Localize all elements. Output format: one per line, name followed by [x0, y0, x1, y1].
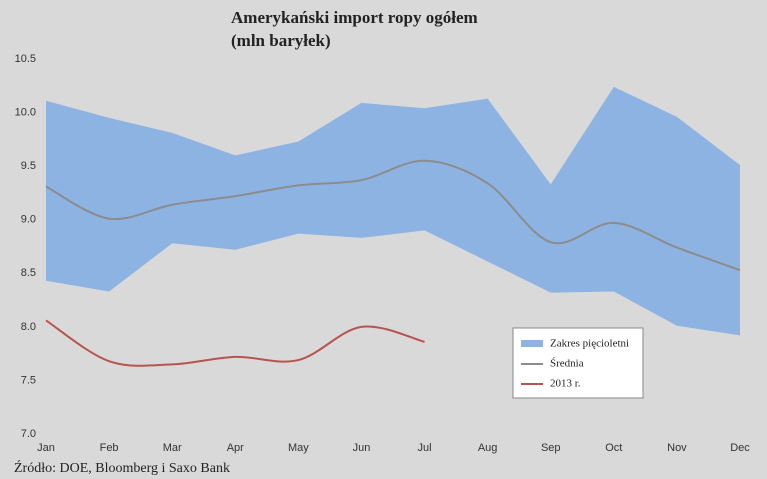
legend-swatch: [521, 340, 543, 347]
y-tick-label: 10.5: [15, 53, 36, 65]
legend-label: Zakres pięcioletni: [550, 338, 629, 350]
x-tick-label: Aug: [478, 442, 498, 454]
x-tick-label: Dec: [730, 442, 750, 454]
y-tick-label: 7.5: [21, 374, 36, 386]
x-tick-label: Sep: [541, 442, 561, 454]
x-tick-label: Jun: [353, 442, 371, 454]
y-tick-label: 7.0: [21, 428, 36, 440]
series-line: [45, 159, 741, 272]
chart-subtitle: (mln baryłek): [231, 31, 331, 50]
y-tick-label: 9.5: [21, 160, 36, 172]
legend: Zakres pięcioletni Średnia 2013 r.: [512, 327, 644, 399]
y-tick-label: 8.0: [21, 321, 36, 333]
x-tick-label: Nov: [667, 442, 687, 454]
source-note: Źródło: DOE, Bloomberg i Saxo Bank: [14, 459, 230, 476]
x-tick-label: Feb: [100, 442, 119, 454]
x-tick-label: Oct: [605, 442, 622, 454]
series-line: [45, 319, 425, 367]
x-tick-label: Jul: [418, 442, 432, 454]
legend-label: Średnia: [550, 358, 584, 370]
x-tick-label: Jan: [37, 442, 55, 454]
x-tick-label: May: [288, 442, 309, 454]
legend-label: 2013 r.: [550, 378, 581, 390]
y-tick-label: 10.0: [15, 106, 36, 118]
plot: 7.0 7.5 8.0 8.5 9.0 9.5 10.0 10.5 Jan Feb Mar Apr Ma…: [15, 53, 751, 454]
x-tick-label: Apr: [227, 442, 244, 454]
y-tick-label: 9.0: [21, 214, 36, 226]
chart-title: Amerykański import ropy ogółem: [231, 8, 478, 27]
y-tick-label: 8.5: [21, 267, 36, 279]
x-tick-label: Mar: [163, 442, 182, 454]
range-band: [46, 86, 740, 336]
